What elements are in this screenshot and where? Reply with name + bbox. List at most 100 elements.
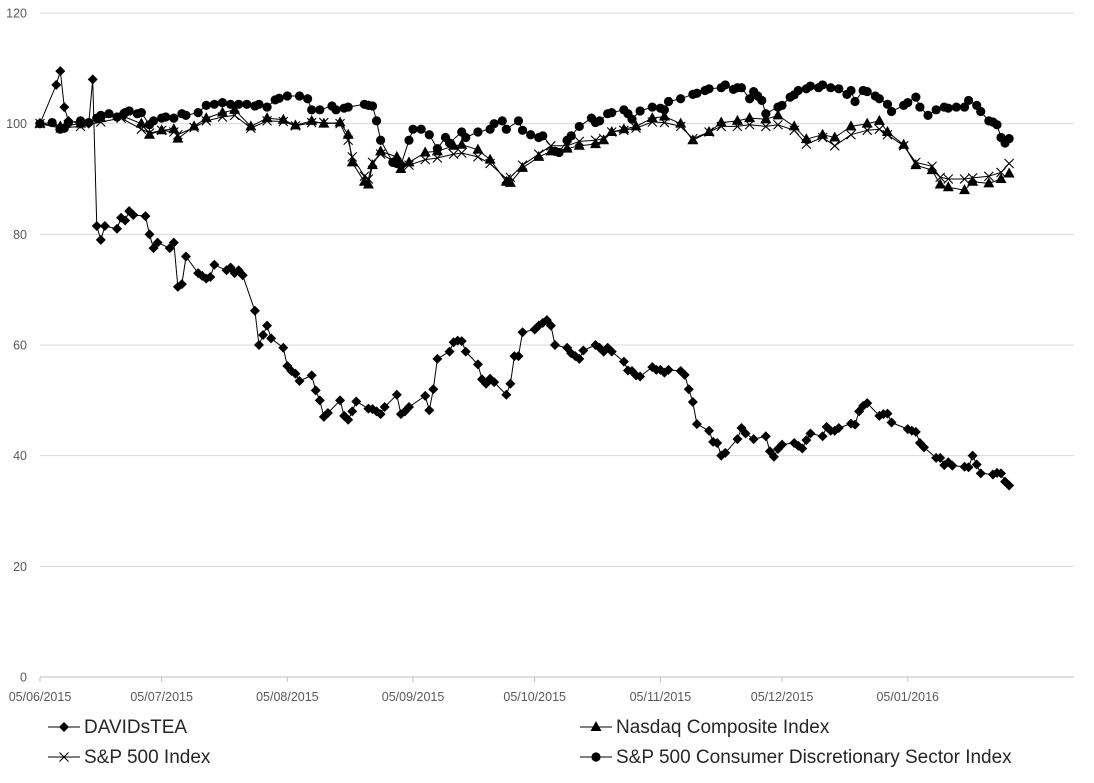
davidstea-marker bbox=[517, 327, 528, 338]
davidstea-marker bbox=[35, 118, 45, 129]
y-tick-label: 80 bbox=[13, 228, 27, 242]
nasdaq-composite-index-marker bbox=[229, 103, 241, 114]
davidstea-marker bbox=[335, 395, 346, 406]
x-axis-tick-labels: 05/06/2015 05/07/2015 05/08/2015 05/09/2015… bbox=[9, 677, 939, 704]
x-tick-label: 05/12/2015 bbox=[751, 690, 814, 704]
davidstea-marker bbox=[99, 221, 110, 232]
s-p-500-consumer-discretionary-sector-index-marker bbox=[923, 110, 933, 120]
s-p-500-consumer-discretionary-sector-index-marker bbox=[886, 106, 897, 117]
s-p-500-consumer-discretionary-sector-index-marker bbox=[517, 125, 528, 135]
davidstea-marker bbox=[278, 342, 289, 353]
s-p-500-index-marker bbox=[874, 124, 885, 135]
nasdaq-composite-index-marker bbox=[715, 116, 727, 127]
s-p-500-consumer-discretionary-sector-index-marker bbox=[720, 80, 730, 90]
davidstea-marker bbox=[663, 364, 674, 375]
davidstea-marker bbox=[777, 439, 788, 450]
y-tick-label: 100 bbox=[6, 117, 27, 131]
s-p-500-consumer-discretionary-sector-index-marker bbox=[112, 112, 122, 122]
nasdaq-composite-index-marker bbox=[926, 164, 938, 175]
s-p-500-consumer-discretionary-sector-index-marker bbox=[161, 112, 171, 122]
davidstea-marker bbox=[910, 426, 921, 437]
davidstea-marker bbox=[687, 396, 698, 407]
nasdaq-composite-index-marker bbox=[261, 112, 273, 123]
davidstea-marker bbox=[444, 346, 455, 357]
davidstea-marker bbox=[967, 450, 978, 461]
x-tick-label: 05/09/2015 bbox=[382, 690, 445, 704]
nasdaq-composite-index-marker bbox=[419, 146, 431, 157]
nasdaq-composite-index-marker bbox=[675, 117, 687, 128]
s-p-500-consumer-discretionary-sector-index-marker bbox=[911, 92, 921, 102]
davidstea-marker bbox=[501, 389, 512, 400]
y-axis-tick-labels: 0 20 40 60 80 100 120 bbox=[6, 7, 27, 685]
s-p-500-consumer-discretionary-sector-index-marker bbox=[217, 98, 228, 108]
s-p-500-index-line bbox=[39, 114, 1010, 180]
x-tick-label: 05/08/2015 bbox=[256, 690, 319, 704]
s-p-500-consumer-discretionary-sector-index-marker bbox=[376, 135, 386, 145]
nasdaq-composite-index-marker bbox=[289, 119, 301, 130]
davidstea-marker bbox=[403, 401, 414, 412]
s-p-500-consumer-discretionary-sector-index-marker bbox=[343, 102, 353, 112]
s-p-500-consumer-discretionary-sector-index-marker bbox=[489, 119, 499, 129]
s-p-500-consumer-discretionary-sector-index-marker bbox=[404, 135, 414, 145]
nasdaq-composite-index-marker bbox=[618, 123, 630, 134]
nasdaq-composite-index-marker bbox=[731, 114, 743, 125]
nasdaq-composite-index-marker bbox=[800, 133, 812, 144]
s-p-500-consumer-discretionary-sector-index-marker bbox=[826, 83, 836, 93]
nasdaq-composite-index-marker bbox=[362, 178, 374, 189]
nasdaq-composite-index-marker bbox=[942, 181, 954, 192]
s-p-500-consumer-discretionary-sector-index-marker bbox=[282, 91, 292, 101]
s-p-500-consumer-discretionary-sector-index-marker bbox=[745, 94, 755, 104]
davidstea-marker bbox=[1004, 480, 1015, 491]
davidstea-marker bbox=[120, 215, 131, 226]
davidstea-marker bbox=[704, 425, 715, 436]
davidstea-marker bbox=[290, 368, 301, 379]
s-p-500-consumer-discretionary-sector-index-marker bbox=[554, 147, 564, 158]
nasdaq-composite-index-marker bbox=[934, 178, 946, 189]
davidstea-marker bbox=[55, 66, 66, 77]
nasdaq-composite-index-marker bbox=[959, 184, 971, 195]
davidstea-marker bbox=[996, 468, 1007, 479]
davidstea-marker bbox=[294, 375, 305, 386]
s-p-500-index-marker bbox=[1004, 158, 1015, 169]
nasdaq-composite-index-marker bbox=[367, 159, 379, 170]
s-p-500-index-marker bbox=[760, 121, 771, 132]
s-p-500-consumer-discretionary-sector-index-marker bbox=[262, 102, 272, 112]
s-p-500-consumer-discretionary-sector-index-marker bbox=[416, 124, 426, 134]
nasdaq-composite-index-marker bbox=[967, 175, 979, 186]
davidstea-marker bbox=[805, 428, 816, 439]
legend-label: S&P 500 Index bbox=[84, 747, 211, 768]
s-p-500-consumer-discretionary-sector-index-marker bbox=[47, 117, 57, 128]
s-p-500-index-marker bbox=[473, 151, 483, 162]
davidstea-marker bbox=[971, 459, 982, 470]
s-p-500-consumer-discretionary-sector-index-marker bbox=[1004, 134, 1014, 144]
gridlines bbox=[40, 12, 1074, 678]
davidstea-marker bbox=[545, 320, 556, 331]
s-p-500-consumer-discretionary-sector-index-marker bbox=[96, 110, 106, 120]
s-p-500-consumer-discretionary-sector-index-marker bbox=[371, 116, 382, 126]
nasdaq-composite-index-marker bbox=[306, 114, 318, 125]
s-p-500-consumer-discretionary-sector-index-marker bbox=[432, 143, 442, 154]
nasdaq-composite-index-marker bbox=[533, 150, 545, 161]
nasdaq-composite-index-marker bbox=[245, 120, 257, 131]
s-p-500-index-marker bbox=[420, 154, 431, 165]
data-series bbox=[34, 66, 1015, 491]
nasdaq-composite-index-marker bbox=[590, 138, 602, 149]
davidstea-marker bbox=[249, 305, 260, 316]
davidstea-marker bbox=[833, 423, 844, 433]
s-p-500-consumer-discretionary-sector-index-marker bbox=[303, 94, 313, 104]
s-p-500-consumer-discretionary-sector-index-marker bbox=[850, 96, 860, 107]
s-p-500-consumer-discretionary-sector-index-marker bbox=[461, 132, 471, 143]
nasdaq-composite-index-marker bbox=[517, 161, 529, 172]
s-p-500-index-marker bbox=[959, 174, 970, 184]
s-p-500-consumer-discretionary-sector-index-marker bbox=[931, 105, 941, 115]
s-p-500-consumer-discretionary-sector-index-marker bbox=[331, 105, 341, 115]
davidstea-marker bbox=[140, 211, 151, 222]
s-p-500-consumer-discretionary-sector-index-marker bbox=[915, 102, 925, 112]
davidstea-marker bbox=[322, 408, 333, 419]
s-p-500-consumer-discretionary-sector-index-marker bbox=[963, 95, 974, 106]
nasdaq-composite-index-marker bbox=[504, 176, 516, 187]
davidstea-marker bbox=[63, 115, 74, 126]
nasdaq-composite-index-marker bbox=[829, 131, 841, 142]
s-p-500-consumer-discretionary-sector-index-marker bbox=[396, 160, 406, 170]
